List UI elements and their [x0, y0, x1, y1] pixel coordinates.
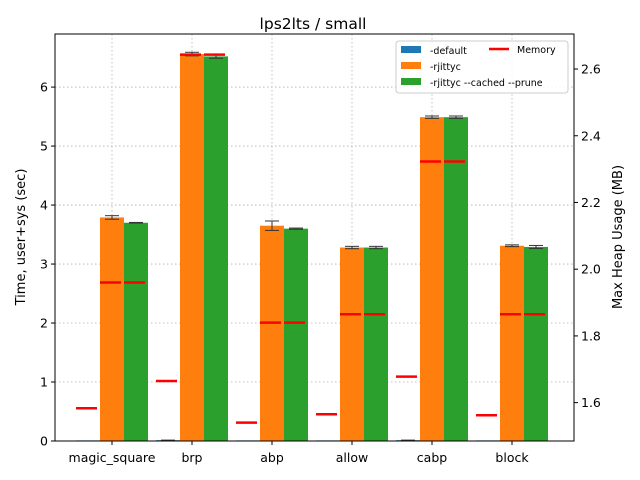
legend-label-default: -default [430, 46, 467, 57]
y2-tick-label-0: 1.6 [581, 395, 601, 410]
bar-1-4 [420, 117, 444, 442]
legend-label-memory: Memory [517, 45, 556, 56]
y-axis-title: Time, user+sys (sec) [14, 169, 29, 307]
x-tick-label-5: block [495, 450, 529, 465]
x-tick-label-1: brp [181, 450, 202, 465]
legend-swatch-default [401, 46, 421, 53]
y2-tick-label-3: 2.2 [581, 195, 601, 210]
y-axis-left: 0 1 2 3 4 5 6 [40, 80, 55, 449]
y2-tick-label-1: 1.8 [581, 328, 601, 343]
chart-title: lps2lts / small [260, 15, 367, 33]
legend-swatch-rjittyc [401, 62, 421, 69]
y-tick-label-6: 6 [40, 80, 48, 95]
bar-1-0 [100, 217, 124, 441]
y-tick-label-0: 0 [40, 434, 48, 449]
legend-label-rjittyc: -rjittyc [430, 62, 461, 73]
bar-1-1 [180, 54, 204, 441]
legend-box [395, 40, 569, 94]
bar-1-2 [260, 225, 284, 441]
y-tick-label-4: 4 [40, 198, 48, 213]
bar-2-5 [524, 246, 548, 441]
bar-2-4 [444, 117, 468, 442]
bar-2-1 [204, 56, 228, 442]
x-axis: magic_square brp abp allow cabp block [69, 441, 529, 465]
y-tick-label-5: 5 [40, 139, 48, 154]
bar-2-3 [364, 247, 388, 441]
legend-label-rjittyc-cached-prune: -rjittyc --cached --prune [430, 78, 543, 89]
y-axis-right: 1.6 1.8 2.0 2.2 2.4 2.6 [574, 62, 601, 410]
y-tick-label-1: 1 [40, 375, 48, 390]
error-bars [81, 51, 543, 442]
y2-tick-label-4: 2.4 [581, 128, 601, 143]
bar-1-5 [500, 245, 524, 441]
y-tick-label-3: 3 [40, 257, 48, 272]
y2-tick-label-5: 2.6 [581, 62, 601, 77]
memory-series [76, 53, 545, 424]
legend: -default -rjittyc -rjittyc --cached --pr… [395, 40, 569, 94]
y2-axis-title: Max Heap Usage (MB) [611, 165, 626, 309]
y2-tick-label-2: 2.0 [581, 262, 601, 277]
legend-swatch-rjittyc-cached-prune [401, 78, 421, 85]
x-tick-label-4: cabp [417, 450, 447, 465]
x-tick-label-3: allow [336, 450, 368, 465]
bars [76, 54, 548, 442]
y-tick-label-2: 2 [40, 316, 48, 331]
bar-1-3 [340, 247, 364, 441]
x-tick-label-2: abp [260, 450, 284, 465]
x-tick-label-0: magic_square [69, 450, 156, 465]
bar-2-0 [124, 222, 148, 441]
plot-frame [54, 33, 575, 442]
bar-2-2 [284, 228, 308, 441]
